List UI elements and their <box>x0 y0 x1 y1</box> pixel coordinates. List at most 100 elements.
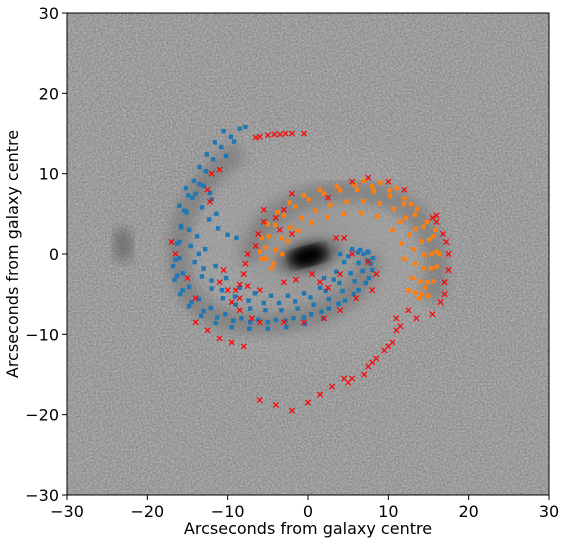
series-1-square-marker-44 <box>317 187 323 192</box>
series-0-square-marker-91 <box>356 260 361 266</box>
x-tick-label-4: 10 <box>378 502 398 521</box>
series-2-x-marker-85 <box>433 212 440 219</box>
series-1-square-marker-43 <box>301 193 307 198</box>
series-2-x-marker-56 <box>393 315 400 322</box>
series-0-square-marker-12 <box>180 287 185 293</box>
series-1-square-marker-32 <box>413 226 418 232</box>
series-0-square-marker-110 <box>214 211 219 217</box>
x-axis-label: Arcseconds from galaxy centre <box>184 519 432 538</box>
series-0-square-marker-9 <box>174 241 180 246</box>
series-0-square-marker-29 <box>345 254 351 259</box>
series-2-x-marker-5 <box>256 133 263 140</box>
series-0-square-marker-23 <box>351 291 356 297</box>
series-1-square-marker-5 <box>292 204 298 209</box>
series-1-square-marker-29 <box>377 201 382 206</box>
series-1-square-marker-21 <box>273 247 279 253</box>
series-2-x-marker-13 <box>255 230 262 237</box>
y-tick-label-6: 30 <box>39 4 59 23</box>
series-0-square-marker-103 <box>247 326 252 331</box>
series-1-square-marker-77 <box>433 227 438 233</box>
series-0-square-marker-97 <box>172 277 177 282</box>
series-0-square-marker-49 <box>309 312 314 317</box>
series-2-x-marker-38 <box>321 315 328 322</box>
series-2-x-marker-91 <box>288 190 295 197</box>
series-2-x-marker-2 <box>276 131 283 138</box>
series-0-square-marker-78 <box>196 251 201 257</box>
series-0-square-marker-14 <box>201 308 206 314</box>
series-1-square-marker-60 <box>412 261 418 266</box>
series-1-square-marker-53 <box>434 249 439 254</box>
series-2-x-marker-34 <box>248 315 255 322</box>
series-0-square-marker-63 <box>199 274 205 279</box>
series-2-x-marker-18 <box>240 271 247 278</box>
series-0-square-marker-69 <box>279 308 284 313</box>
series-0-square-marker-113 <box>194 234 200 239</box>
series-1-square-marker-15 <box>427 237 432 242</box>
series-2-x-marker-65 <box>361 371 368 378</box>
series-2-x-marker-89 <box>349 178 356 185</box>
x-tick-label-2: −10 <box>211 502 245 521</box>
series-0-square-marker-1 <box>228 134 234 139</box>
series-2-x-marker-98 <box>236 295 243 302</box>
series-2-x-marker-77 <box>441 291 448 298</box>
series-1-square-marker-54 <box>434 264 439 270</box>
series-0-square-marker-10 <box>173 257 178 262</box>
series-1-square-marker-40 <box>265 222 271 227</box>
series-1-square-marker-46 <box>352 182 357 188</box>
series-1-square-marker-70 <box>325 214 330 220</box>
series-2-x-marker-15 <box>252 242 259 249</box>
series-2-x-marker-88 <box>365 174 372 181</box>
series-1-square-marker-10 <box>371 189 377 194</box>
series-1-square-marker-51 <box>424 219 430 225</box>
series-0-square-marker-86 <box>292 299 298 304</box>
series-0-square-marker-37 <box>178 223 184 229</box>
series-1-square-marker-2 <box>266 234 271 239</box>
series-0-square-marker-118 <box>252 291 258 296</box>
series-2-x-marker-78 <box>441 279 448 286</box>
series-0-square-marker-126 <box>337 251 343 257</box>
series-1-square-marker-75 <box>259 256 264 262</box>
series-1-square-marker-26 <box>328 202 333 208</box>
series-2-x-marker-75 <box>429 311 436 318</box>
series-2-x-marker-72 <box>288 407 295 414</box>
series-0-square-marker-75 <box>360 268 365 274</box>
series-2-x-marker-22 <box>256 287 263 294</box>
series-1-square-marker-63 <box>390 227 395 233</box>
series-1-square-marker-73 <box>374 214 380 219</box>
series-0-square-marker-108 <box>201 183 206 188</box>
series-0-square-marker-55 <box>199 205 205 210</box>
series-0-square-marker-128 <box>231 139 237 144</box>
series-1-square-marker-20 <box>271 261 276 266</box>
series-2-x-marker-74 <box>256 397 263 404</box>
series-0-square-marker-95 <box>321 275 327 281</box>
series-0-square-marker-67 <box>247 306 253 311</box>
series-0-square-marker-4 <box>203 169 209 174</box>
series-1-square-marker-9 <box>354 187 360 192</box>
series-2-x-marker-50 <box>228 339 235 346</box>
series-0-square-marker-102 <box>229 324 234 330</box>
series-1-square-marker-33 <box>419 238 424 244</box>
series-0-square-marker-123 <box>331 277 336 282</box>
x-tick-label-0: −30 <box>50 502 84 521</box>
series-2-x-marker-19 <box>236 281 243 288</box>
series-0-square-marker-30 <box>221 128 226 134</box>
series-1-square-marker-38 <box>257 249 262 254</box>
series-0-square-marker-52 <box>356 287 361 293</box>
series-1-square-marker-47 <box>370 184 375 189</box>
series-0-square-marker-82 <box>232 294 238 299</box>
series-2-x-marker-41 <box>369 287 376 294</box>
series-0-square-marker-16 <box>231 318 236 323</box>
series-0-square-marker-34 <box>191 178 197 184</box>
series-2-x-marker-26 <box>317 279 324 286</box>
series-0-square-marker-130 <box>243 124 248 130</box>
series-2-x-marker-3 <box>288 130 295 137</box>
series-0-square-marker-50 <box>326 306 332 311</box>
y-tick-label-1: −20 <box>25 406 59 425</box>
series-1-square-marker-14 <box>421 224 426 229</box>
series-0-square-marker-59 <box>234 235 239 241</box>
series-2-x-marker-39 <box>337 307 344 314</box>
series-2-x-marker-49 <box>216 335 223 342</box>
series-0-square-marker-119 <box>268 293 274 298</box>
series-0-square-marker-3 <box>211 157 216 162</box>
series-0-square-marker-99 <box>186 304 192 309</box>
